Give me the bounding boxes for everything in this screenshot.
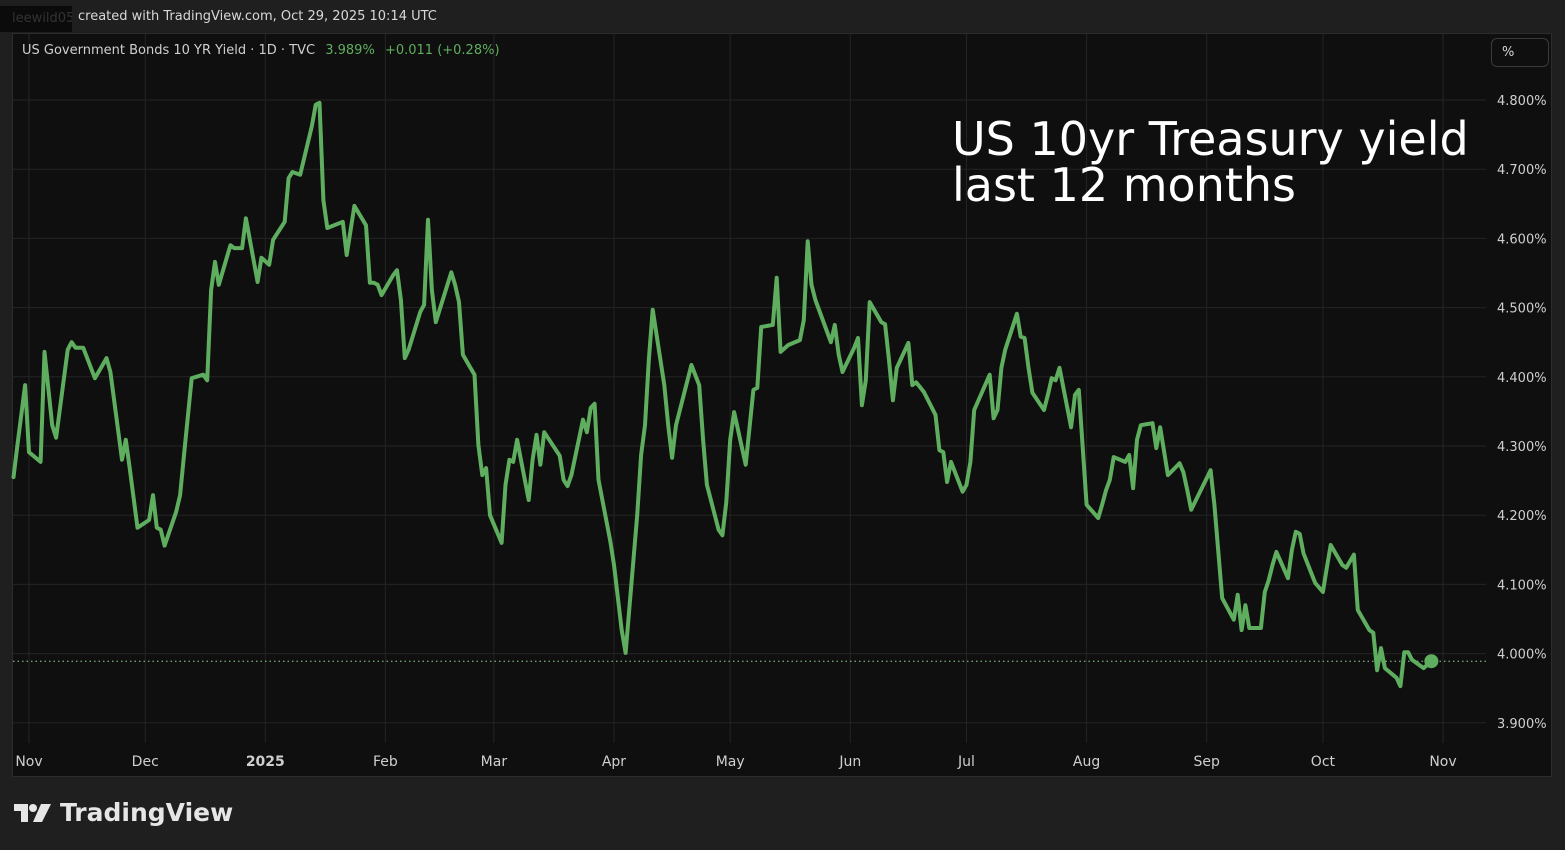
price-axis: 3.900% 4.000% 4.100% 4.200% 4.300% 4.400% 4.50… [1497, 94, 1547, 732]
username: leewild05 [0, 6, 72, 32]
change-value: +0.011 (+0.28%) [384, 43, 500, 58]
tradingview-logo-icon [14, 803, 51, 822]
logo-text: TradingView [60, 798, 234, 827]
annotation-line-2: last 12 months [952, 158, 1297, 212]
y-tick-label: 4.500% [1497, 302, 1547, 317]
x-tick-label: Apr [602, 754, 626, 770]
chart-annotation: US 10yr Treasury yield last 12 months [952, 116, 1469, 208]
y-tick-label: 4.100% [1497, 578, 1547, 593]
x-tick-label: Feb [373, 754, 398, 770]
x-tick-label: Mar [481, 754, 508, 770]
symbol-legend: US Government Bonds 10 YR Yield · 1D · T… [22, 43, 500, 58]
chart-panel [12, 33, 1552, 777]
last-value: 3.989% [325, 43, 375, 58]
y-tick-label: 4.700% [1497, 163, 1547, 178]
x-tick-label: Oct [1311, 754, 1336, 770]
x-tick-label: Aug [1073, 754, 1100, 770]
y-tick-label: 3.900% [1497, 717, 1547, 732]
y-tick-label: 4.300% [1497, 440, 1547, 455]
x-tick-label: Sep [1193, 754, 1220, 770]
created-with-text: created with TradingView.com, Oct 29, 20… [78, 9, 437, 24]
y-tick-label: 4.600% [1497, 232, 1547, 247]
last-price-dot [1424, 654, 1439, 669]
y-tick-label: 4.400% [1497, 371, 1547, 386]
top-bar: leewild05 created with TradingView.com, … [0, 0, 1565, 33]
x-tick-label: Nov [1429, 754, 1456, 770]
yield-line [11, 100, 1434, 689]
annotation-line-1: US 10yr Treasury yield [952, 112, 1469, 166]
x-tick-label: Dec [132, 754, 159, 770]
x-tick-label: Jun [838, 754, 861, 770]
symbol-name: US Government Bonds 10 YR Yield · 1D · T… [22, 43, 316, 58]
x-tick-label: Jul [957, 754, 975, 770]
y-tick-label: 4.000% [1497, 648, 1547, 663]
unit-button[interactable]: % [1491, 38, 1549, 67]
tradingview-logo[interactable]: TradingView [14, 798, 233, 827]
time-axis: Nov Dec 2025 Feb Mar Apr May Jun Jul Aug Sep Oct Nov [15, 754, 1456, 770]
x-tick-label: Nov [15, 754, 42, 770]
y-tick-label: 4.800% [1497, 94, 1547, 109]
x-tick-label: 2025 [246, 754, 285, 770]
x-tick-label: May [716, 754, 745, 770]
y-tick-label: 4.200% [1497, 509, 1547, 524]
